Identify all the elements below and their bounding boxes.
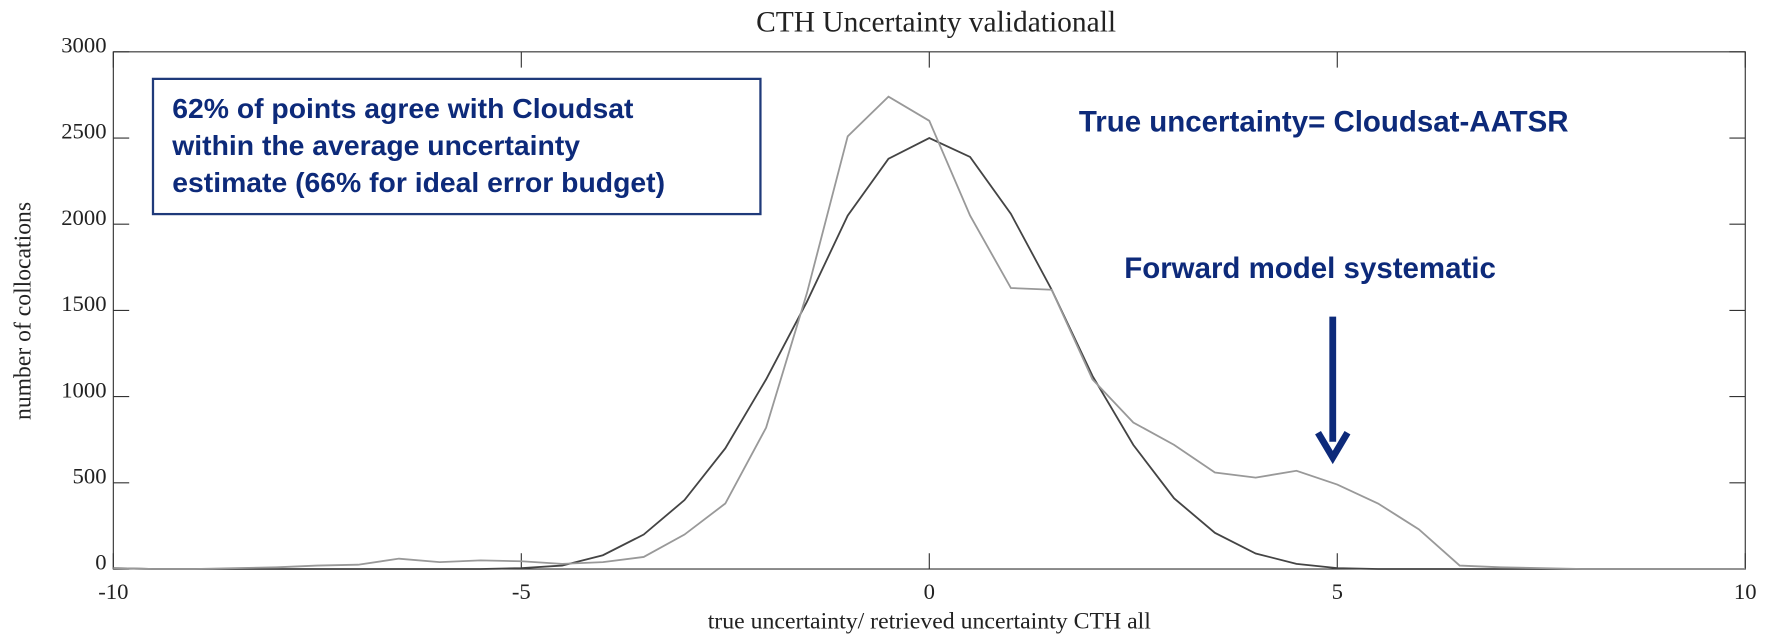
x-tick-label: 10 xyxy=(1734,579,1757,604)
y-axis-label: number of collocations xyxy=(10,202,36,420)
x-axis-label: true uncertainty/ retrieved uncertainty … xyxy=(708,609,1152,635)
arrow-head xyxy=(1315,430,1351,465)
chart-title: CTH Uncertainty validationall xyxy=(756,7,1116,39)
y-tick-label: 1500 xyxy=(61,291,106,316)
y-tick-label: 2000 xyxy=(61,205,106,230)
annotation-line: 62% of points agree with Cloudsat xyxy=(172,92,634,124)
annotation-line: within the average uncertainty xyxy=(171,129,580,161)
annotation: True uncertainty= Cloudsat-AATSR xyxy=(1079,106,1569,139)
annotation-box xyxy=(151,77,762,216)
annotation-line: estimate (66% for ideal error budget) xyxy=(172,166,665,198)
x-tick-label: 5 xyxy=(1332,579,1343,604)
series-line xyxy=(113,95,1746,570)
series-line xyxy=(113,137,1746,570)
y-tick-label: 500 xyxy=(73,464,107,489)
annotation: Forward model systematic xyxy=(1124,252,1496,285)
y-tick-label: 2500 xyxy=(61,119,106,144)
x-tick-label: 0 xyxy=(924,579,935,604)
x-tick-label: -10 xyxy=(98,579,128,604)
x-tick-label: -5 xyxy=(512,579,531,604)
y-tick-label: 3000 xyxy=(61,33,106,58)
y-tick-label: 0 xyxy=(95,550,106,575)
y-tick-label: 1000 xyxy=(61,377,106,402)
